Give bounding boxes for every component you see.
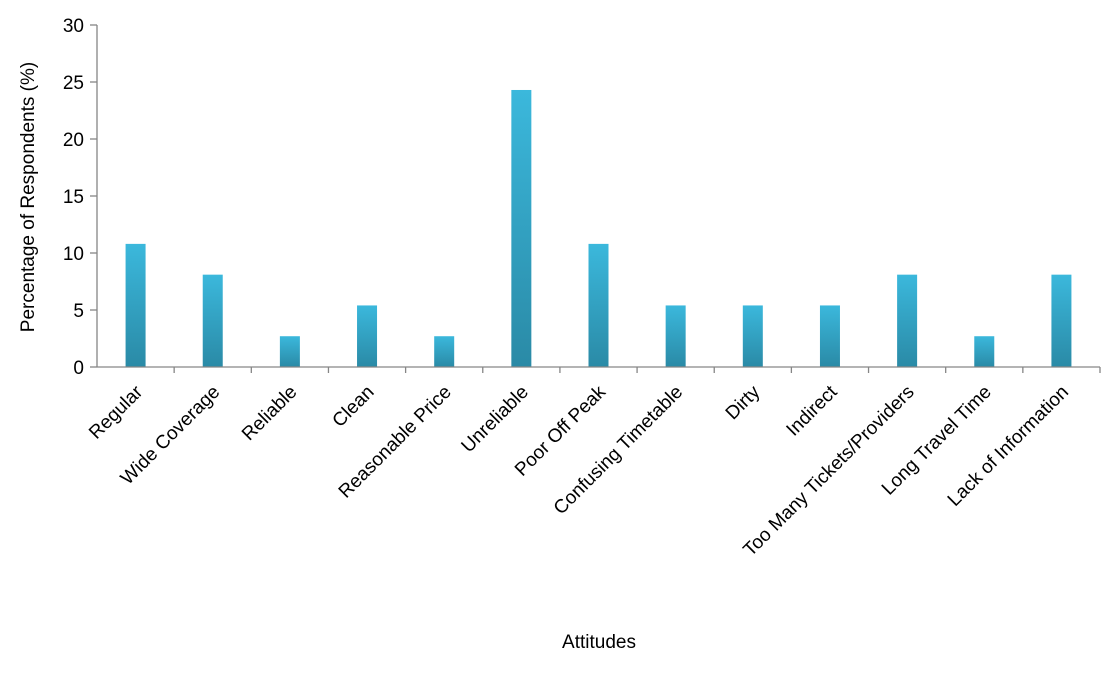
y-tick-label: 10 <box>63 244 84 265</box>
x-tick-label: Confusing Timetable <box>550 382 687 519</box>
y-tick-label: 0 <box>73 358 84 379</box>
y-tick-label: 5 <box>73 301 84 322</box>
bar-clean <box>357 305 378 367</box>
y-axis-title: Percentage of Respondents (%) <box>18 62 39 332</box>
bar-reasonable-price <box>434 336 455 367</box>
x-tick-label: Clean <box>329 382 379 432</box>
y-tick-label: 20 <box>63 130 84 151</box>
bar-lack-of-information <box>1051 274 1072 367</box>
x-axis-title: Attitudes <box>562 632 636 653</box>
bar-dirty <box>742 305 763 367</box>
bars <box>125 89 1072 367</box>
bar-unreliable <box>511 89 532 367</box>
y-tick-label: 25 <box>63 73 84 94</box>
x-tick-label: Indirect <box>783 381 842 440</box>
bar-wide-coverage <box>202 274 223 367</box>
x-tick-label: Reliable <box>238 382 301 445</box>
x-tick-label: Regular <box>85 381 147 443</box>
bar-too-many-tickets-providers <box>897 274 918 367</box>
bar-indirect <box>819 305 840 367</box>
bar-long-travel-time <box>974 336 995 367</box>
x-tick-label: Dirty <box>722 381 765 424</box>
bar-reliable <box>279 336 300 367</box>
bar-confusing-timetable <box>665 305 686 367</box>
x-tick-label: Unreliable <box>458 382 533 457</box>
bar-poor-off-peak <box>588 243 609 367</box>
y-tick-label: 30 <box>63 16 84 37</box>
bar-regular <box>125 243 146 367</box>
y-axis-ticks: 0 5 10 15 20 25 30 <box>63 16 97 379</box>
y-tick-label: 15 <box>63 187 84 208</box>
